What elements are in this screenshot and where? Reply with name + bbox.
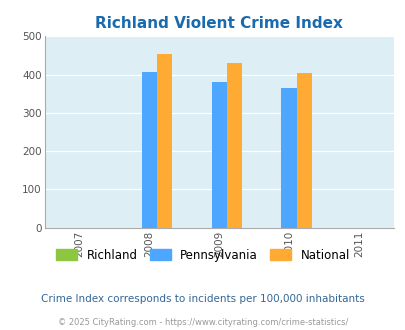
Text: © 2025 CityRating.com - https://www.cityrating.com/crime-statistics/: © 2025 CityRating.com - https://www.city…: [58, 318, 347, 327]
Bar: [296, 73, 311, 228]
Legend: Richland, Pennsylvania, National: Richland, Pennsylvania, National: [51, 244, 354, 266]
Bar: [157, 54, 172, 228]
Bar: [226, 63, 242, 228]
Title: Richland Violent Crime Index: Richland Violent Crime Index: [95, 16, 342, 31]
Bar: [211, 82, 226, 228]
Bar: [141, 72, 157, 228]
Text: Crime Index corresponds to incidents per 100,000 inhabitants: Crime Index corresponds to incidents per…: [41, 294, 364, 304]
Bar: [281, 88, 296, 228]
